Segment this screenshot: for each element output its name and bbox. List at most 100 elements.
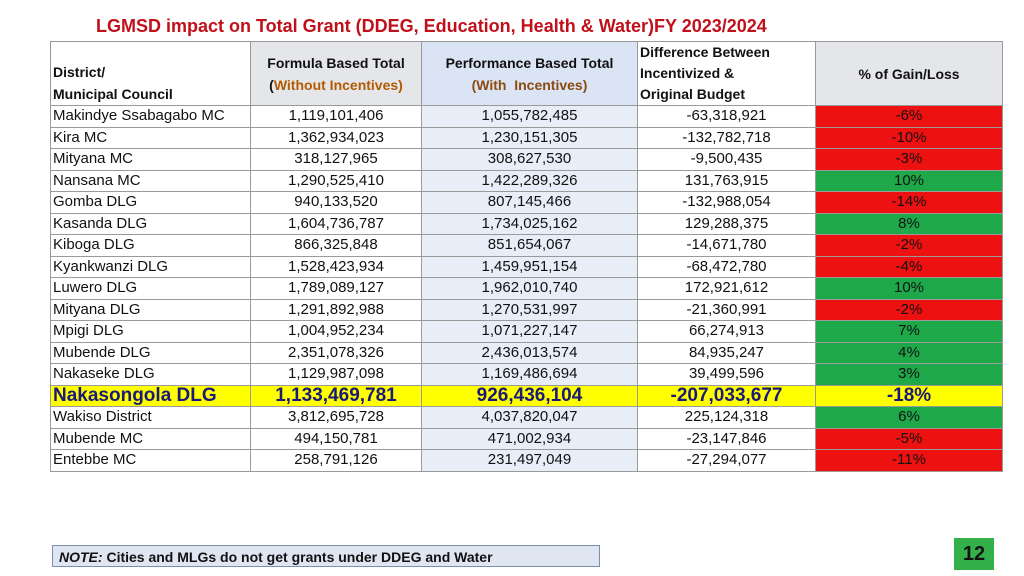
difference-cell: 225,124,318 xyxy=(637,406,816,429)
formula-total-cell: 1,129,987,098 xyxy=(250,363,422,386)
performance-total-cell: 1,734,025,162 xyxy=(421,212,638,235)
formula-total-cell: 1,362,934,023 xyxy=(250,126,422,149)
performance-total-cell: 4,037,820,047 xyxy=(421,406,638,429)
district-name-cell: Nakasongola DLG xyxy=(50,384,251,407)
difference-cell: -14,671,780 xyxy=(637,234,816,257)
gain-loss-cell: 6% xyxy=(815,406,1003,429)
gain-loss-cell: 4% xyxy=(815,341,1003,364)
performance-total-cell: 1,270,531,997 xyxy=(421,298,638,321)
formula-total-cell: 1,290,525,410 xyxy=(250,169,422,192)
header-perf-line2: (With Incentives) xyxy=(471,76,588,93)
difference-cell: -207,033,677 xyxy=(637,384,816,407)
table-row: Kiboga DLG 866,325,848 851,654,067 -14,671,… xyxy=(50,234,1003,257)
header-formula-based: Formula Based Total (Without Incentives) xyxy=(250,41,422,106)
gain-loss-cell: -18% xyxy=(815,384,1003,407)
note-text: Cities and MLGs do not get grants under … xyxy=(102,549,493,565)
district-name-cell: Nansana MC xyxy=(50,169,251,192)
table-row: Mpigi DLG 1,004,952,234 1,071,227,147 66,27… xyxy=(50,320,1003,343)
difference-cell: 172,921,612 xyxy=(637,277,816,300)
formula-total-cell: 2,351,078,326 xyxy=(250,341,422,364)
header-difference: Difference Between Incentivized & Origin… xyxy=(637,41,816,106)
performance-total-cell: 1,071,227,147 xyxy=(421,320,638,343)
performance-total-cell: 2,436,013,574 xyxy=(421,341,638,364)
header-diff-line2: Incentivized & xyxy=(640,65,735,81)
district-name-cell: Mpigi DLG xyxy=(50,320,251,343)
gain-loss-cell: -14% xyxy=(815,191,1003,214)
performance-total-cell: 1,230,151,305 xyxy=(421,126,638,149)
formula-total-cell: 3,812,695,728 xyxy=(250,406,422,429)
performance-total-cell: 1,422,289,326 xyxy=(421,169,638,192)
header-diff-line3: Original Budget xyxy=(640,86,745,102)
performance-total-cell: 1,169,486,694 xyxy=(421,363,638,386)
performance-total-cell: 807,145,466 xyxy=(421,191,638,214)
performance-total-cell: 1,962,010,740 xyxy=(421,277,638,300)
formula-total-cell: 1,528,423,934 xyxy=(250,255,422,278)
table-row: Kira MC 1,362,934,023 1,230,151,305 -132,78… xyxy=(50,126,1003,149)
gain-loss-cell: -11% xyxy=(815,449,1003,472)
table-row: Gomba DLG 940,133,520 807,145,466 -132,988,… xyxy=(50,191,1003,214)
table-row: Mityana DLG 1,291,892,988 1,270,531,997 -21… xyxy=(50,298,1003,321)
gain-loss-cell: -6% xyxy=(815,105,1003,128)
formula-total-cell: 866,325,848 xyxy=(250,234,422,257)
formula-total-cell: 1,133,469,781 xyxy=(250,384,422,407)
gain-loss-cell: 3% xyxy=(815,363,1003,386)
header-formula-line2: Without Incentives) xyxy=(273,76,403,93)
performance-total-cell: 1,459,951,154 xyxy=(421,255,638,278)
table-row: Entebbe MC 258,791,126 231,497,049 -27,294,… xyxy=(50,449,1003,472)
table-row: Luwero DLG 1,789,089,127 1,962,010,740 172,… xyxy=(50,277,1003,300)
formula-total-cell: 494,150,781 xyxy=(250,427,422,450)
table-row: Mubende DLG 2,351,078,326 2,436,013,574 84,… xyxy=(50,341,1003,364)
performance-total-cell: 1,055,782,485 xyxy=(421,105,638,128)
page-number-badge: 12 xyxy=(954,538,994,570)
header-gain-loss: % of Gain/Loss xyxy=(815,41,1003,106)
header-performance-based: Performance Based Total (With Incentives… xyxy=(421,41,638,106)
table-row: Kyankwanzi DLG 1,528,423,934 1,459,951,154… xyxy=(50,255,1003,278)
gain-loss-cell: 10% xyxy=(815,277,1003,300)
table-row: Nakasongola DLG 1,133,469,781 926,436,104-… xyxy=(50,384,1003,407)
note-label: NOTE: xyxy=(59,549,103,565)
district-name-cell: Entebbe MC xyxy=(50,449,251,472)
difference-cell: -132,782,718 xyxy=(637,126,816,149)
difference-cell: -27,294,077 xyxy=(637,449,816,472)
table-row: Kasanda DLG 1,604,736,787 1,734,025,162 129… xyxy=(50,212,1003,235)
table-header-row: District/ Municipal Council Formula Base… xyxy=(50,41,1003,106)
district-name-cell: Luwero DLG xyxy=(50,277,251,300)
header-formula-line1: Formula Based Total xyxy=(267,54,405,71)
district-name-cell: Mityana MC xyxy=(50,148,251,171)
difference-cell: -21,360,991 xyxy=(637,298,816,321)
table-row: Nansana MC 1,290,525,410 1,422,289,326 131,… xyxy=(50,169,1003,192)
table-row: Wakiso District 3,812,695,728 4,037,820,04… xyxy=(50,406,1003,429)
district-name-cell: Kiboga DLG xyxy=(50,234,251,257)
difference-cell: 66,274,913 xyxy=(637,320,816,343)
formula-total-cell: 1,789,089,127 xyxy=(250,277,422,300)
difference-cell: -23,147,846 xyxy=(637,427,816,450)
gain-loss-cell: -3% xyxy=(815,148,1003,171)
table-row: Mityana MC 318,127,965 308,627,530 -9,500,4… xyxy=(50,148,1003,171)
table-row: Makindye Ssabagabo MC 1,119,101,406 1,055,… xyxy=(50,105,1003,128)
district-name-cell: Mubende MC xyxy=(50,427,251,450)
formula-total-cell: 1,119,101,406 xyxy=(250,105,422,128)
table-body: Makindye Ssabagabo MC 1,119,101,406 1,055,… xyxy=(50,105,1003,472)
gain-loss-cell: 10% xyxy=(815,169,1003,192)
gain-loss-cell: -5% xyxy=(815,427,1003,450)
table-row: Nakaseke DLG 1,129,987,098 1,169,486,694 39… xyxy=(50,363,1003,386)
performance-total-cell: 231,497,049 xyxy=(421,449,638,472)
district-name-cell: Kyankwanzi DLG xyxy=(50,255,251,278)
formula-total-cell: 940,133,520 xyxy=(250,191,422,214)
grant-impact-table: District/ Municipal Council Formula Base… xyxy=(50,41,1003,472)
formula-total-cell: 1,004,952,234 xyxy=(250,320,422,343)
header-district: District/ Municipal Council xyxy=(50,41,251,106)
formula-total-cell: 258,791,126 xyxy=(250,449,422,472)
header-perf-line1: Performance Based Total xyxy=(445,54,614,71)
header-diff-line1: Difference Between xyxy=(640,44,770,60)
district-name-cell: Nakaseke DLG xyxy=(50,363,251,386)
gain-loss-cell: 8% xyxy=(815,212,1003,235)
table-row: Mubende MC 494,150,781 471,002,934 -23,147,… xyxy=(50,427,1003,450)
formula-total-cell: 1,291,892,988 xyxy=(250,298,422,321)
performance-total-cell: 851,654,067 xyxy=(421,234,638,257)
performance-total-cell: 926,436,104 xyxy=(421,384,638,407)
district-name-cell: Mityana DLG xyxy=(50,298,251,321)
district-name-cell: Kira MC xyxy=(50,126,251,149)
district-name-cell: Wakiso District xyxy=(50,406,251,429)
difference-cell: -132,988,054 xyxy=(637,191,816,214)
